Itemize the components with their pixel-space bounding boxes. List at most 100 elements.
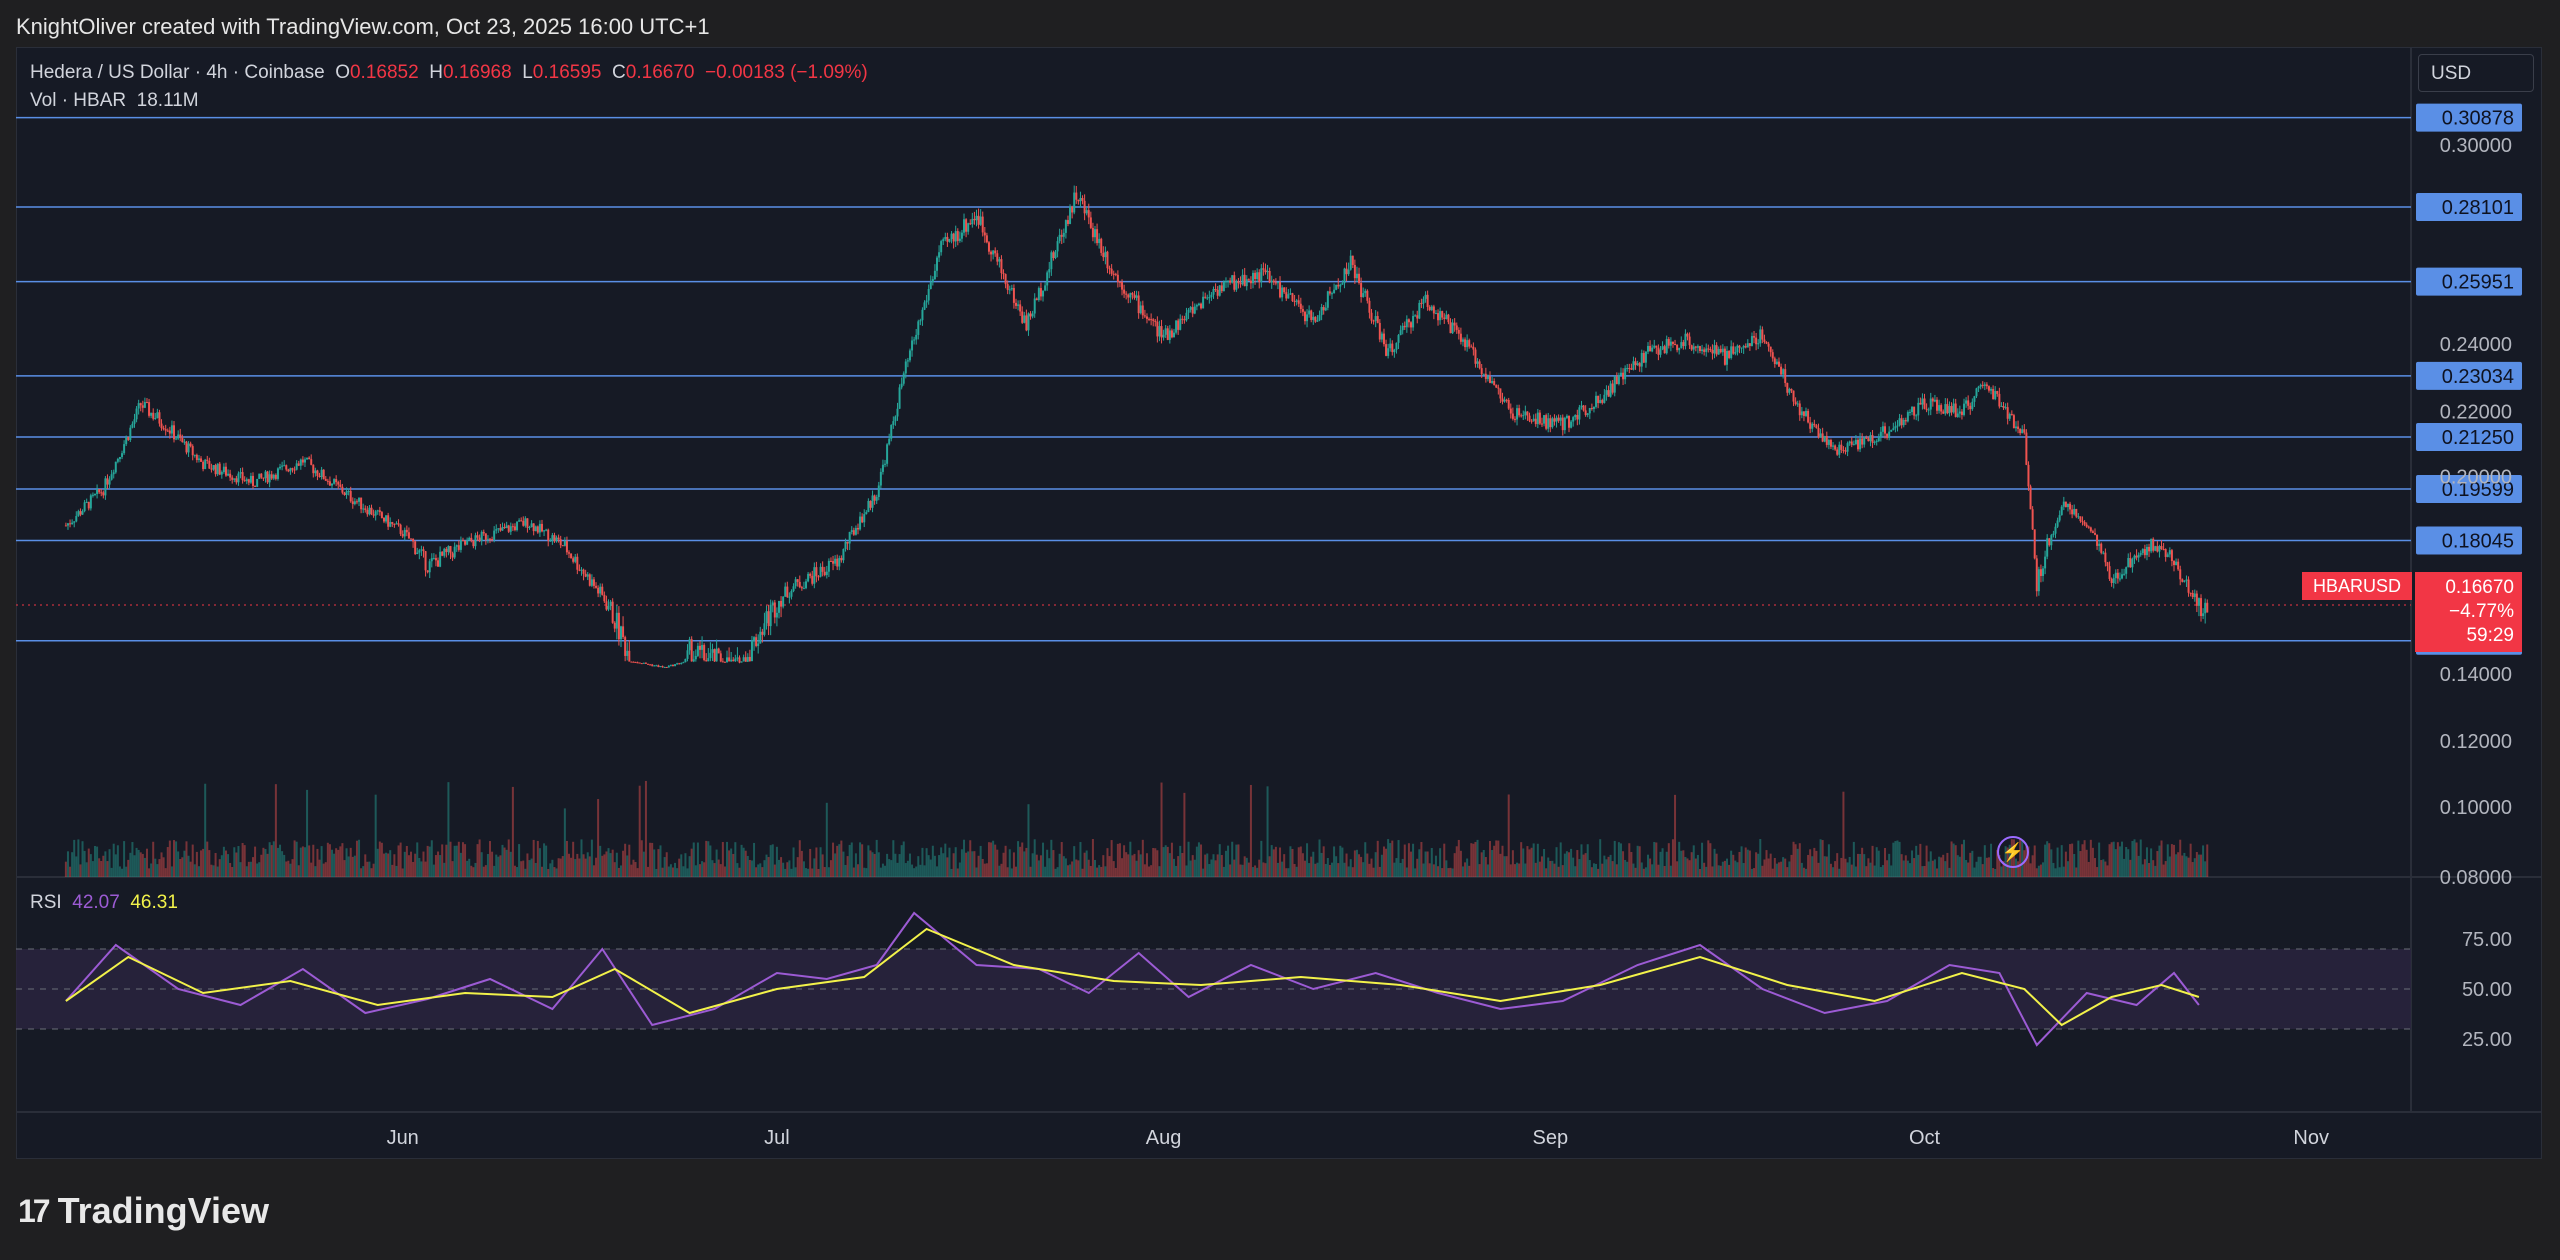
volume-bar — [1075, 859, 1078, 877]
candle-body — [1466, 340, 1469, 348]
candle-body — [1491, 380, 1494, 383]
candle-body — [162, 428, 165, 430]
candle-body — [1881, 426, 1884, 432]
volume-bar — [1676, 861, 1679, 877]
candle-body — [1486, 376, 1489, 379]
volume-bar — [2125, 847, 2128, 877]
volume-bar — [243, 845, 246, 877]
volume-bar — [734, 842, 737, 877]
level-tag-text-4: 0.21250 — [2442, 427, 2514, 449]
volume-bar — [1750, 868, 1753, 877]
volume-bar — [1809, 849, 1812, 877]
volume-bar — [439, 855, 442, 877]
volume-bar — [1709, 843, 1712, 877]
volume-bar — [210, 864, 213, 877]
volume-bar — [1879, 867, 1882, 877]
volume-bar — [1686, 858, 1689, 877]
volume-bar — [1696, 854, 1699, 877]
volume-bar — [1958, 856, 1961, 877]
candle-body — [1524, 411, 1527, 416]
candle-body — [1996, 391, 1999, 394]
volume-bar — [2179, 839, 2182, 877]
volume-bar — [1701, 842, 1704, 877]
volume-bars — [64, 780, 2209, 877]
candle-body — [1563, 417, 1566, 431]
volume-bar — [811, 868, 814, 877]
candle-body — [1507, 399, 1510, 409]
volume-bar — [1663, 866, 1666, 877]
candle-body — [2071, 509, 2074, 515]
candle-body — [842, 549, 845, 561]
volume-bar — [2181, 855, 2184, 877]
candle-body — [1349, 255, 1352, 270]
volume-bar — [582, 854, 585, 877]
chart-canvas[interactable]: 0.308780.281010.259510.230340.212500.195… — [16, 47, 2542, 1159]
volume-bar — [279, 844, 282, 877]
candle-body — [2200, 598, 2203, 617]
candle-body — [1158, 326, 1161, 337]
candle-body — [129, 427, 132, 440]
volume-bar — [1243, 856, 1246, 877]
volume-bar — [1104, 866, 1107, 877]
candle-body — [1046, 272, 1049, 286]
rsi-label: RSI — [30, 892, 62, 913]
volume-bar — [428, 846, 431, 877]
candle-body — [1817, 427, 1820, 438]
volume-bar — [1237, 844, 1240, 877]
candle-body — [757, 643, 760, 646]
candle-body — [1840, 444, 1843, 450]
volume-bar — [1123, 845, 1126, 877]
candle-body — [364, 508, 367, 510]
candle-body — [1025, 315, 1028, 331]
volume-bar — [1089, 865, 1092, 877]
volume-bar — [2027, 846, 2030, 877]
volume-bar — [364, 854, 367, 877]
volume-bar — [1977, 856, 1980, 877]
candle-body — [1588, 407, 1591, 414]
volume-bar — [1139, 854, 1142, 877]
volume-bar — [1222, 866, 1225, 877]
currency-selector[interactable]: USD — [2418, 54, 2534, 92]
candle-body — [1958, 411, 1961, 414]
volume-bar — [701, 861, 704, 877]
candle-body — [950, 233, 953, 240]
candle-body — [1127, 294, 1130, 298]
candle-body — [1264, 269, 1267, 273]
volume-bar — [547, 868, 550, 877]
candle-body — [1892, 428, 1895, 430]
volume-bar — [185, 841, 188, 877]
candle-body — [341, 486, 344, 493]
candle-body — [1222, 281, 1225, 292]
candle-body — [1615, 376, 1618, 384]
volume-bar — [1418, 849, 1421, 877]
volume-bar — [1921, 866, 1924, 877]
candle-body — [1191, 307, 1194, 314]
bolt-icon[interactable]: ⚡ — [1997, 836, 2029, 868]
volume-bar — [83, 850, 86, 877]
volume-bar — [663, 857, 666, 877]
candle-body — [1624, 368, 1627, 380]
volume-bar — [906, 860, 909, 877]
candle-body — [2123, 573, 2126, 575]
candle-body — [2152, 538, 2155, 551]
candle-body — [2191, 592, 2194, 598]
candle-body — [2089, 527, 2092, 532]
volume-bar — [590, 839, 593, 877]
candle-body — [210, 468, 213, 470]
volume-bar — [191, 844, 194, 877]
volume-bar — [850, 842, 853, 877]
volume-bar — [992, 840, 995, 877]
candle-body — [607, 605, 610, 610]
volume-bar — [898, 854, 901, 877]
volume-bar — [1827, 844, 1830, 877]
volume-bar — [1069, 864, 1072, 877]
candle-body — [1449, 322, 1452, 334]
volume-bar — [684, 853, 687, 877]
candle-body — [439, 551, 442, 567]
tradingview-logo[interactable]: 17 TradingView — [18, 1190, 269, 1232]
candle-body — [615, 612, 618, 629]
candle-body — [2083, 522, 2086, 525]
candle-body — [1522, 415, 1525, 417]
candle-body — [1777, 361, 1780, 367]
candle-body — [1780, 366, 1783, 375]
